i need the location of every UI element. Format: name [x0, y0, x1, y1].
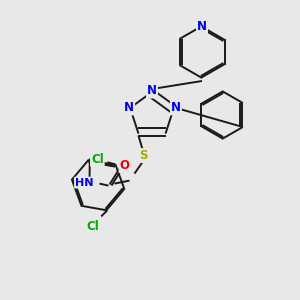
Text: O: O: [119, 159, 130, 172]
Text: S: S: [139, 149, 148, 162]
Text: HN: HN: [75, 178, 94, 188]
Text: Cl: Cl: [87, 220, 100, 233]
Text: N: N: [147, 85, 157, 98]
Text: N: N: [197, 20, 207, 32]
Text: N: N: [171, 101, 181, 114]
Text: N: N: [124, 101, 134, 114]
Text: Cl: Cl: [91, 153, 104, 166]
